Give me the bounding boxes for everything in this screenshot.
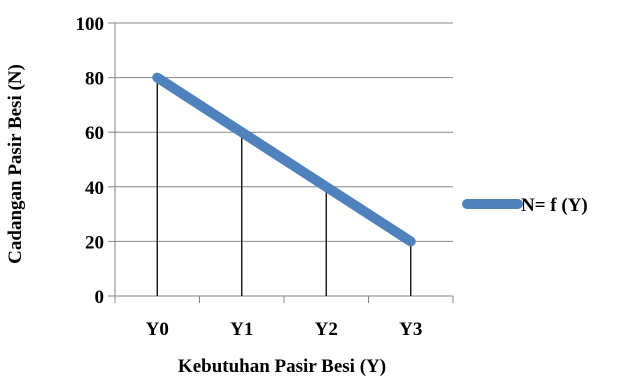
y-tick-label: 0	[95, 287, 105, 308]
legend: N= f (Y)	[462, 195, 588, 216]
y-tick-labels: 0 20 40 60 80 100	[76, 14, 105, 308]
y-tick-label: 20	[85, 232, 104, 253]
x-tick-label: Y2	[315, 319, 338, 340]
x-tick-label: Y1	[230, 319, 253, 340]
x-tick-label: Y3	[399, 319, 422, 340]
y-tick-label: 60	[85, 123, 104, 144]
y-axis-title: Cadangan Pasir Besi (N)	[5, 64, 26, 264]
x-tick-labels: Y0 Y1 Y2 Y3	[146, 319, 423, 340]
series-line	[152, 72, 416, 247]
x-axis-title: Kebutuhan Pasir Besi (Y)	[178, 356, 386, 377]
gridlines	[108, 22, 454, 303]
drop-lines	[156, 77, 412, 296]
legend-label: N= f (Y)	[521, 195, 588, 216]
y-tick-label: 40	[85, 178, 104, 199]
series-lines	[152, 72, 416, 247]
y-tick-label: 100	[76, 14, 105, 35]
y-tick-label: 80	[85, 69, 104, 90]
x-tick-label: Y0	[146, 319, 169, 340]
